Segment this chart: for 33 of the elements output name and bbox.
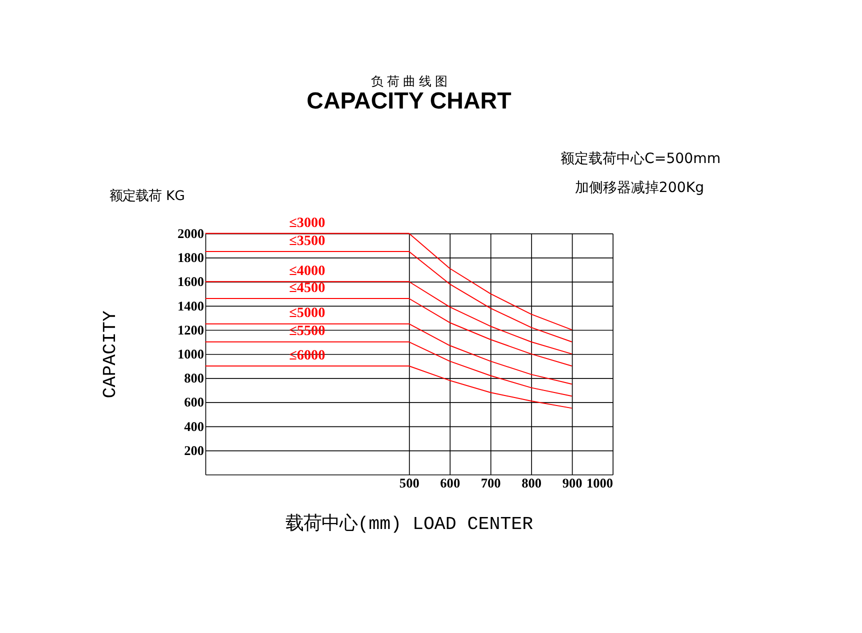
x-tick-label: 600: [440, 475, 460, 490]
y-tick-label: 600: [184, 394, 204, 410]
line-series: [204, 323, 572, 385]
y-tick-label: 800: [184, 370, 204, 386]
chart-title: 负 荷 曲 线 图: [371, 73, 447, 88]
x-tick-label: 700: [480, 475, 502, 490]
series-label: ≤4500: [289, 280, 326, 296]
y-tick-label: 200: [184, 442, 204, 458]
x-tick-label: 800: [522, 475, 542, 490]
text: 加侧移器减掉200Kg: [574, 180, 704, 196]
y-tick-label: 400: [184, 418, 204, 434]
y-axis-title: CAPACITY: [101, 310, 122, 398]
chart-subtitle: CAPACITY CHART: [306, 88, 512, 114]
y-tick-label: 2000: [178, 226, 204, 241]
series-label: ≤4000: [289, 262, 326, 279]
y-tick-label: 1600: [178, 274, 204, 290]
line-series: [204, 298, 572, 366]
line-series: [204, 341, 572, 397]
series-label: ≤3500: [289, 232, 326, 249]
text: 额定载荷 KG: [110, 189, 185, 204]
y-tick-label: 1800: [178, 250, 204, 266]
x-tick-label: 900: [562, 475, 583, 490]
y-tick-label: 1000: [178, 346, 204, 362]
series-label: ≤3000: [289, 214, 326, 231]
series-label: ≤5000: [289, 305, 326, 322]
y-tick-label: 1400: [178, 298, 204, 314]
text: 额定载荷中心C=500mm: [560, 150, 721, 167]
x-axis-title: 载荷中心(mm) LOAD CENTER: [286, 512, 534, 535]
line-series: [204, 366, 572, 409]
y-tick-label: 1200: [178, 322, 204, 338]
x-tick-label: 1000: [586, 475, 614, 490]
x-tick-label: 500: [399, 475, 420, 490]
line-series: [204, 250, 572, 342]
